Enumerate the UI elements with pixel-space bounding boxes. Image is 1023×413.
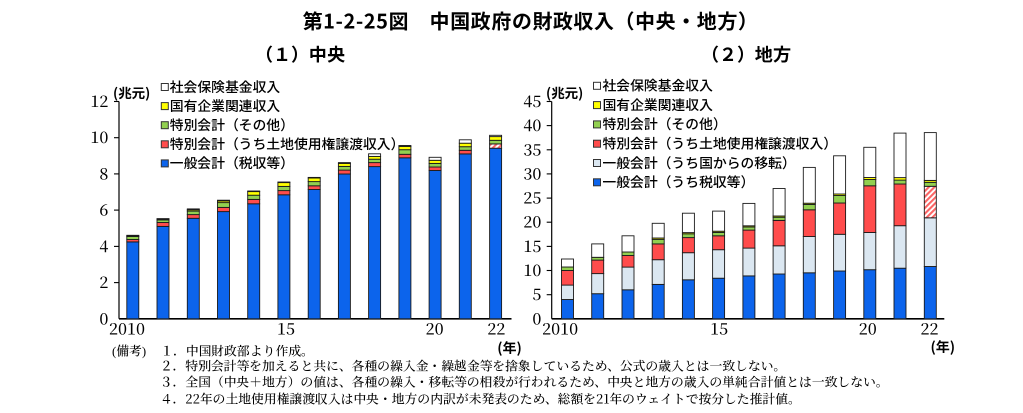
svg-text:0: 0: [99, 306, 108, 329]
svg-text:15: 15: [710, 317, 728, 340]
svg-text:一般会計（うち税収等）: 一般会計（うち税収等）: [603, 171, 755, 191]
svg-text:20: 20: [523, 210, 541, 233]
svg-text:20: 20: [426, 317, 444, 340]
svg-text:2010: 2010: [109, 317, 145, 340]
svg-text:0: 0: [532, 306, 541, 329]
svg-text:10: 10: [523, 258, 541, 281]
svg-text:40: 40: [523, 113, 541, 136]
svg-text:5: 5: [532, 282, 541, 305]
svg-text:4: 4: [99, 234, 108, 257]
svg-text:20: 20: [859, 317, 877, 340]
svg-text:第1-2-25図 中国政府の財政収入（中央・地方）: 第1-2-25図 中国政府の財政収入（中央・地方）: [303, 6, 759, 35]
svg-text:特別会計（その他）: 特別会計（その他）: [170, 114, 294, 134]
svg-text:一般会計（うち国からの移転）: 一般会計（うち国からの移転）: [603, 152, 796, 172]
svg-text:22: 22: [921, 317, 939, 340]
svg-text:2: 2: [99, 270, 108, 293]
svg-text:社会保険基金収入: 社会保険基金収入: [603, 75, 714, 95]
svg-text:2010: 2010: [542, 317, 578, 340]
svg-text:社会保険基金収入: 社会保険基金収入: [170, 76, 281, 96]
svg-text:12: 12: [90, 89, 108, 112]
svg-text:25: 25: [523, 186, 541, 209]
svg-text:国有企業関連収入: 国有企業関連収入: [603, 94, 714, 114]
svg-text:15: 15: [277, 317, 295, 340]
svg-text:３．全国（中央＋地方）の値は、各種の繰入・移転等の相殺が行わ: ３．全国（中央＋地方）の値は、各種の繰入・移転等の相殺が行われるため、中央と地方…: [160, 372, 889, 391]
svg-text:(兆元): (兆元): [113, 82, 150, 102]
svg-text:(備考): (備考): [112, 341, 146, 360]
svg-text:（２）地方: （２）地方: [701, 41, 791, 67]
svg-text:45: 45: [523, 89, 541, 112]
svg-text:22: 22: [487, 317, 505, 340]
svg-text:15: 15: [523, 234, 541, 257]
svg-text:10: 10: [90, 125, 108, 148]
svg-text:8: 8: [99, 161, 108, 184]
svg-text:国有企業関連収入: 国有企業関連収入: [170, 95, 281, 115]
svg-text:特別会計（うち土地使用権譲渡収入）: 特別会計（うち土地使用権譲渡収入）: [170, 133, 405, 153]
svg-text:(年): (年): [497, 338, 522, 358]
svg-text:6: 6: [99, 198, 108, 221]
svg-text:(年): (年): [931, 337, 956, 357]
svg-text:１．中国財政部より作成。: １．中国財政部より作成。: [160, 341, 314, 360]
svg-text:２．特別会計等を加えると共に、各種の繰入金・繰越金等を捨象し: ２．特別会計等を加えると共に、各種の繰入金・繰越金等を捨象しているため、公式の歳…: [160, 355, 787, 374]
svg-text:30: 30: [523, 161, 541, 184]
svg-text:４．22年の土地使用権譲渡収入は中央・地方の内訳が未発表のた: ４．22年の土地使用権譲渡収入は中央・地方の内訳が未発表のため、総額を21年のウ…: [160, 388, 801, 407]
svg-text:特別会計（その他）: 特別会計（その他）: [603, 113, 727, 133]
svg-text:特別会計（うち土地使用権譲渡収入）: 特別会計（うち土地使用権譲渡収入）: [603, 133, 838, 153]
svg-text:(兆元): (兆元): [546, 82, 583, 102]
svg-text:一般会計（税収等）: 一般会計（税収等）: [170, 152, 294, 172]
svg-text:（１）中央: （１）中央: [255, 41, 345, 67]
svg-text:35: 35: [523, 137, 541, 160]
